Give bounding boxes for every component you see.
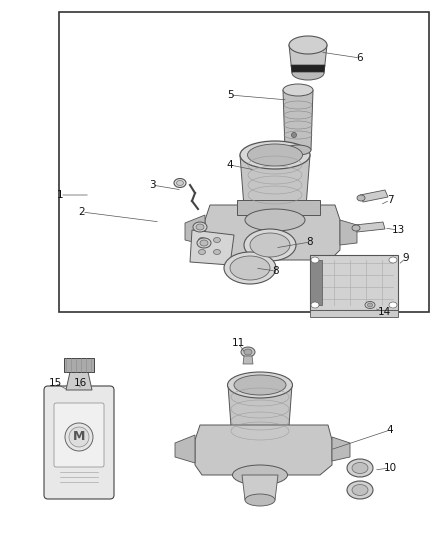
Text: 8: 8 xyxy=(307,237,313,247)
Polygon shape xyxy=(360,190,388,202)
Ellipse shape xyxy=(240,141,310,169)
Ellipse shape xyxy=(227,372,293,398)
Polygon shape xyxy=(185,215,205,245)
Text: 1: 1 xyxy=(57,190,64,200)
Text: 4: 4 xyxy=(227,160,233,170)
Ellipse shape xyxy=(244,349,252,355)
Text: 11: 11 xyxy=(231,338,245,348)
Polygon shape xyxy=(310,255,398,310)
Ellipse shape xyxy=(197,238,211,248)
Ellipse shape xyxy=(213,249,220,254)
Ellipse shape xyxy=(69,427,89,447)
Ellipse shape xyxy=(352,484,368,496)
Text: 14: 14 xyxy=(378,307,391,317)
Text: 9: 9 xyxy=(403,253,410,263)
Ellipse shape xyxy=(230,256,270,280)
Text: 13: 13 xyxy=(392,225,405,235)
Ellipse shape xyxy=(292,133,297,138)
Ellipse shape xyxy=(247,144,303,166)
Ellipse shape xyxy=(311,302,319,308)
Ellipse shape xyxy=(352,463,368,473)
FancyBboxPatch shape xyxy=(54,403,104,467)
Ellipse shape xyxy=(65,423,93,451)
Polygon shape xyxy=(237,200,320,215)
Polygon shape xyxy=(175,435,195,463)
Text: 7: 7 xyxy=(387,195,393,205)
Ellipse shape xyxy=(352,225,360,231)
Ellipse shape xyxy=(245,494,275,506)
Ellipse shape xyxy=(241,347,255,357)
FancyBboxPatch shape xyxy=(44,386,114,499)
Ellipse shape xyxy=(174,179,186,188)
Polygon shape xyxy=(66,372,92,390)
Polygon shape xyxy=(242,475,278,500)
Text: 10: 10 xyxy=(383,463,396,473)
Ellipse shape xyxy=(177,181,184,185)
Ellipse shape xyxy=(285,145,311,155)
Ellipse shape xyxy=(389,257,397,263)
Ellipse shape xyxy=(198,249,205,254)
Ellipse shape xyxy=(233,465,287,485)
Polygon shape xyxy=(291,65,325,72)
Ellipse shape xyxy=(357,195,365,201)
Text: 15: 15 xyxy=(48,378,62,388)
Ellipse shape xyxy=(311,257,319,263)
Text: 4: 4 xyxy=(387,425,393,435)
Ellipse shape xyxy=(292,66,324,80)
Ellipse shape xyxy=(389,302,397,308)
Polygon shape xyxy=(332,437,350,461)
Text: M: M xyxy=(73,431,85,443)
Ellipse shape xyxy=(347,481,373,499)
Ellipse shape xyxy=(196,224,204,230)
Polygon shape xyxy=(228,385,292,440)
Text: 8: 8 xyxy=(273,266,279,276)
Ellipse shape xyxy=(213,238,220,243)
Ellipse shape xyxy=(198,238,205,243)
Polygon shape xyxy=(205,205,340,260)
Polygon shape xyxy=(243,356,253,364)
Bar xyxy=(59,12,429,312)
Text: 6: 6 xyxy=(357,53,363,63)
Ellipse shape xyxy=(234,375,286,395)
Ellipse shape xyxy=(244,229,296,261)
Polygon shape xyxy=(340,220,357,245)
Ellipse shape xyxy=(365,302,375,309)
Text: 5: 5 xyxy=(227,90,233,100)
Ellipse shape xyxy=(200,240,208,246)
Polygon shape xyxy=(310,310,398,317)
Polygon shape xyxy=(195,425,332,475)
Ellipse shape xyxy=(347,459,373,477)
Text: 2: 2 xyxy=(79,207,85,217)
Polygon shape xyxy=(240,155,310,220)
Ellipse shape xyxy=(367,303,372,307)
Polygon shape xyxy=(64,358,94,372)
Polygon shape xyxy=(355,222,385,232)
Ellipse shape xyxy=(224,252,276,284)
Ellipse shape xyxy=(245,209,305,231)
Text: 16: 16 xyxy=(74,378,87,388)
Ellipse shape xyxy=(289,36,327,54)
Ellipse shape xyxy=(283,84,313,96)
Ellipse shape xyxy=(193,222,207,232)
Text: 3: 3 xyxy=(148,180,155,190)
Polygon shape xyxy=(190,230,234,265)
Polygon shape xyxy=(289,45,327,73)
Polygon shape xyxy=(310,260,322,305)
Ellipse shape xyxy=(250,233,290,257)
Polygon shape xyxy=(283,90,313,150)
